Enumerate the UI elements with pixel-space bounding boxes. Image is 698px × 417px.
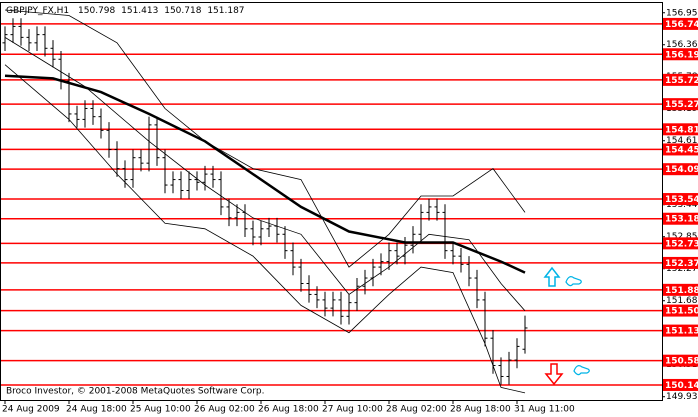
level-label: 156.746 — [665, 20, 698, 30]
x-tick-label: 28 Aug 02:00 — [386, 405, 447, 415]
level-label: 150.145 — [665, 381, 698, 391]
level-label: 154.090 — [665, 165, 698, 175]
y-tick-label: 154.610 — [666, 136, 698, 146]
copyright: Broco Investor, © 2001-2008 MetaQuotes S… — [6, 387, 265, 397]
x-tick-label: 26 Aug 18:00 — [258, 405, 319, 415]
level-tag — [663, 143, 698, 156]
y-tick-label: 152.270 — [666, 264, 698, 274]
level-tag — [663, 237, 698, 250]
x-tick-label: 26 Aug 02:00 — [194, 405, 255, 415]
down-arrow — [544, 363, 564, 386]
quote-close: 151.187 — [207, 6, 244, 16]
level-tag — [663, 98, 698, 111]
x-tick-label: 27 Aug 10:00 — [322, 405, 383, 415]
x-tick-label: 31 Aug 11:00 — [514, 405, 575, 415]
quote-low: 150.718 — [164, 6, 201, 16]
level-label: 153.544 — [665, 195, 698, 205]
y-tick-label: 152.855 — [666, 232, 698, 242]
indicator-line — [4, 74, 526, 274]
down-signal — [544, 363, 590, 386]
plot-area — [0, 9, 662, 394]
indicator-line — [4, 37, 526, 312]
plot-frame — [0, 2, 663, 401]
hand-icon — [573, 365, 590, 376]
level-tag — [663, 123, 698, 136]
x-tick-label: 25 Aug 10:00 — [130, 405, 191, 415]
level-label: 156.191 — [665, 50, 698, 60]
level-label: 151.505 — [665, 307, 698, 317]
level-tag — [663, 324, 698, 337]
y-tick-label: 153.440 — [666, 200, 698, 210]
chart-header: GBPJPY_FX,H1 150.798 151.413 150.718 151… — [6, 6, 245, 16]
level-tag — [663, 256, 698, 269]
x-tick-label: 24 Aug 2009 — [2, 405, 60, 415]
level-tag — [663, 48, 698, 61]
quote-high: 151.413 — [121, 6, 158, 16]
level-label: 151.139 — [665, 327, 698, 337]
y-tick-label: 156.365 — [666, 40, 698, 50]
hand-icon — [565, 276, 582, 287]
level-tag — [663, 354, 698, 367]
level-tag — [663, 283, 698, 296]
level-tag — [663, 378, 698, 391]
symbol: GBPJPY_FX,H1 — [6, 6, 69, 16]
y-tick-label: 149.930 — [666, 392, 698, 402]
up-signal — [543, 266, 582, 287]
indicator-line — [4, 9, 526, 268]
level-label: 152.376 — [665, 259, 698, 269]
level-label: 150.589 — [665, 357, 698, 367]
level-label: 152.734 — [665, 239, 698, 249]
level-label: 154.451 — [665, 145, 698, 155]
level-label: 155.279 — [665, 100, 698, 110]
level-tag — [663, 73, 698, 86]
x-tick-label: 28 Aug 18:00 — [450, 405, 511, 415]
level-tag — [663, 193, 698, 206]
up-arrow — [543, 266, 561, 287]
x-tick-label: 24 Aug 18:00 — [66, 405, 127, 415]
y-tick-label: 151.685 — [666, 296, 698, 306]
level-label: 155.723 — [665, 76, 698, 86]
level-tag — [663, 212, 698, 225]
level-tag — [663, 163, 698, 176]
y-tick-label: 156.950 — [666, 8, 698, 18]
level-tag — [663, 304, 698, 317]
level-label: 154.819 — [665, 125, 698, 135]
quote-open: 150.798 — [78, 6, 115, 16]
level-label: 153.184 — [665, 215, 698, 225]
level-label: 151.884 — [665, 286, 698, 296]
level-tag — [663, 17, 698, 30]
